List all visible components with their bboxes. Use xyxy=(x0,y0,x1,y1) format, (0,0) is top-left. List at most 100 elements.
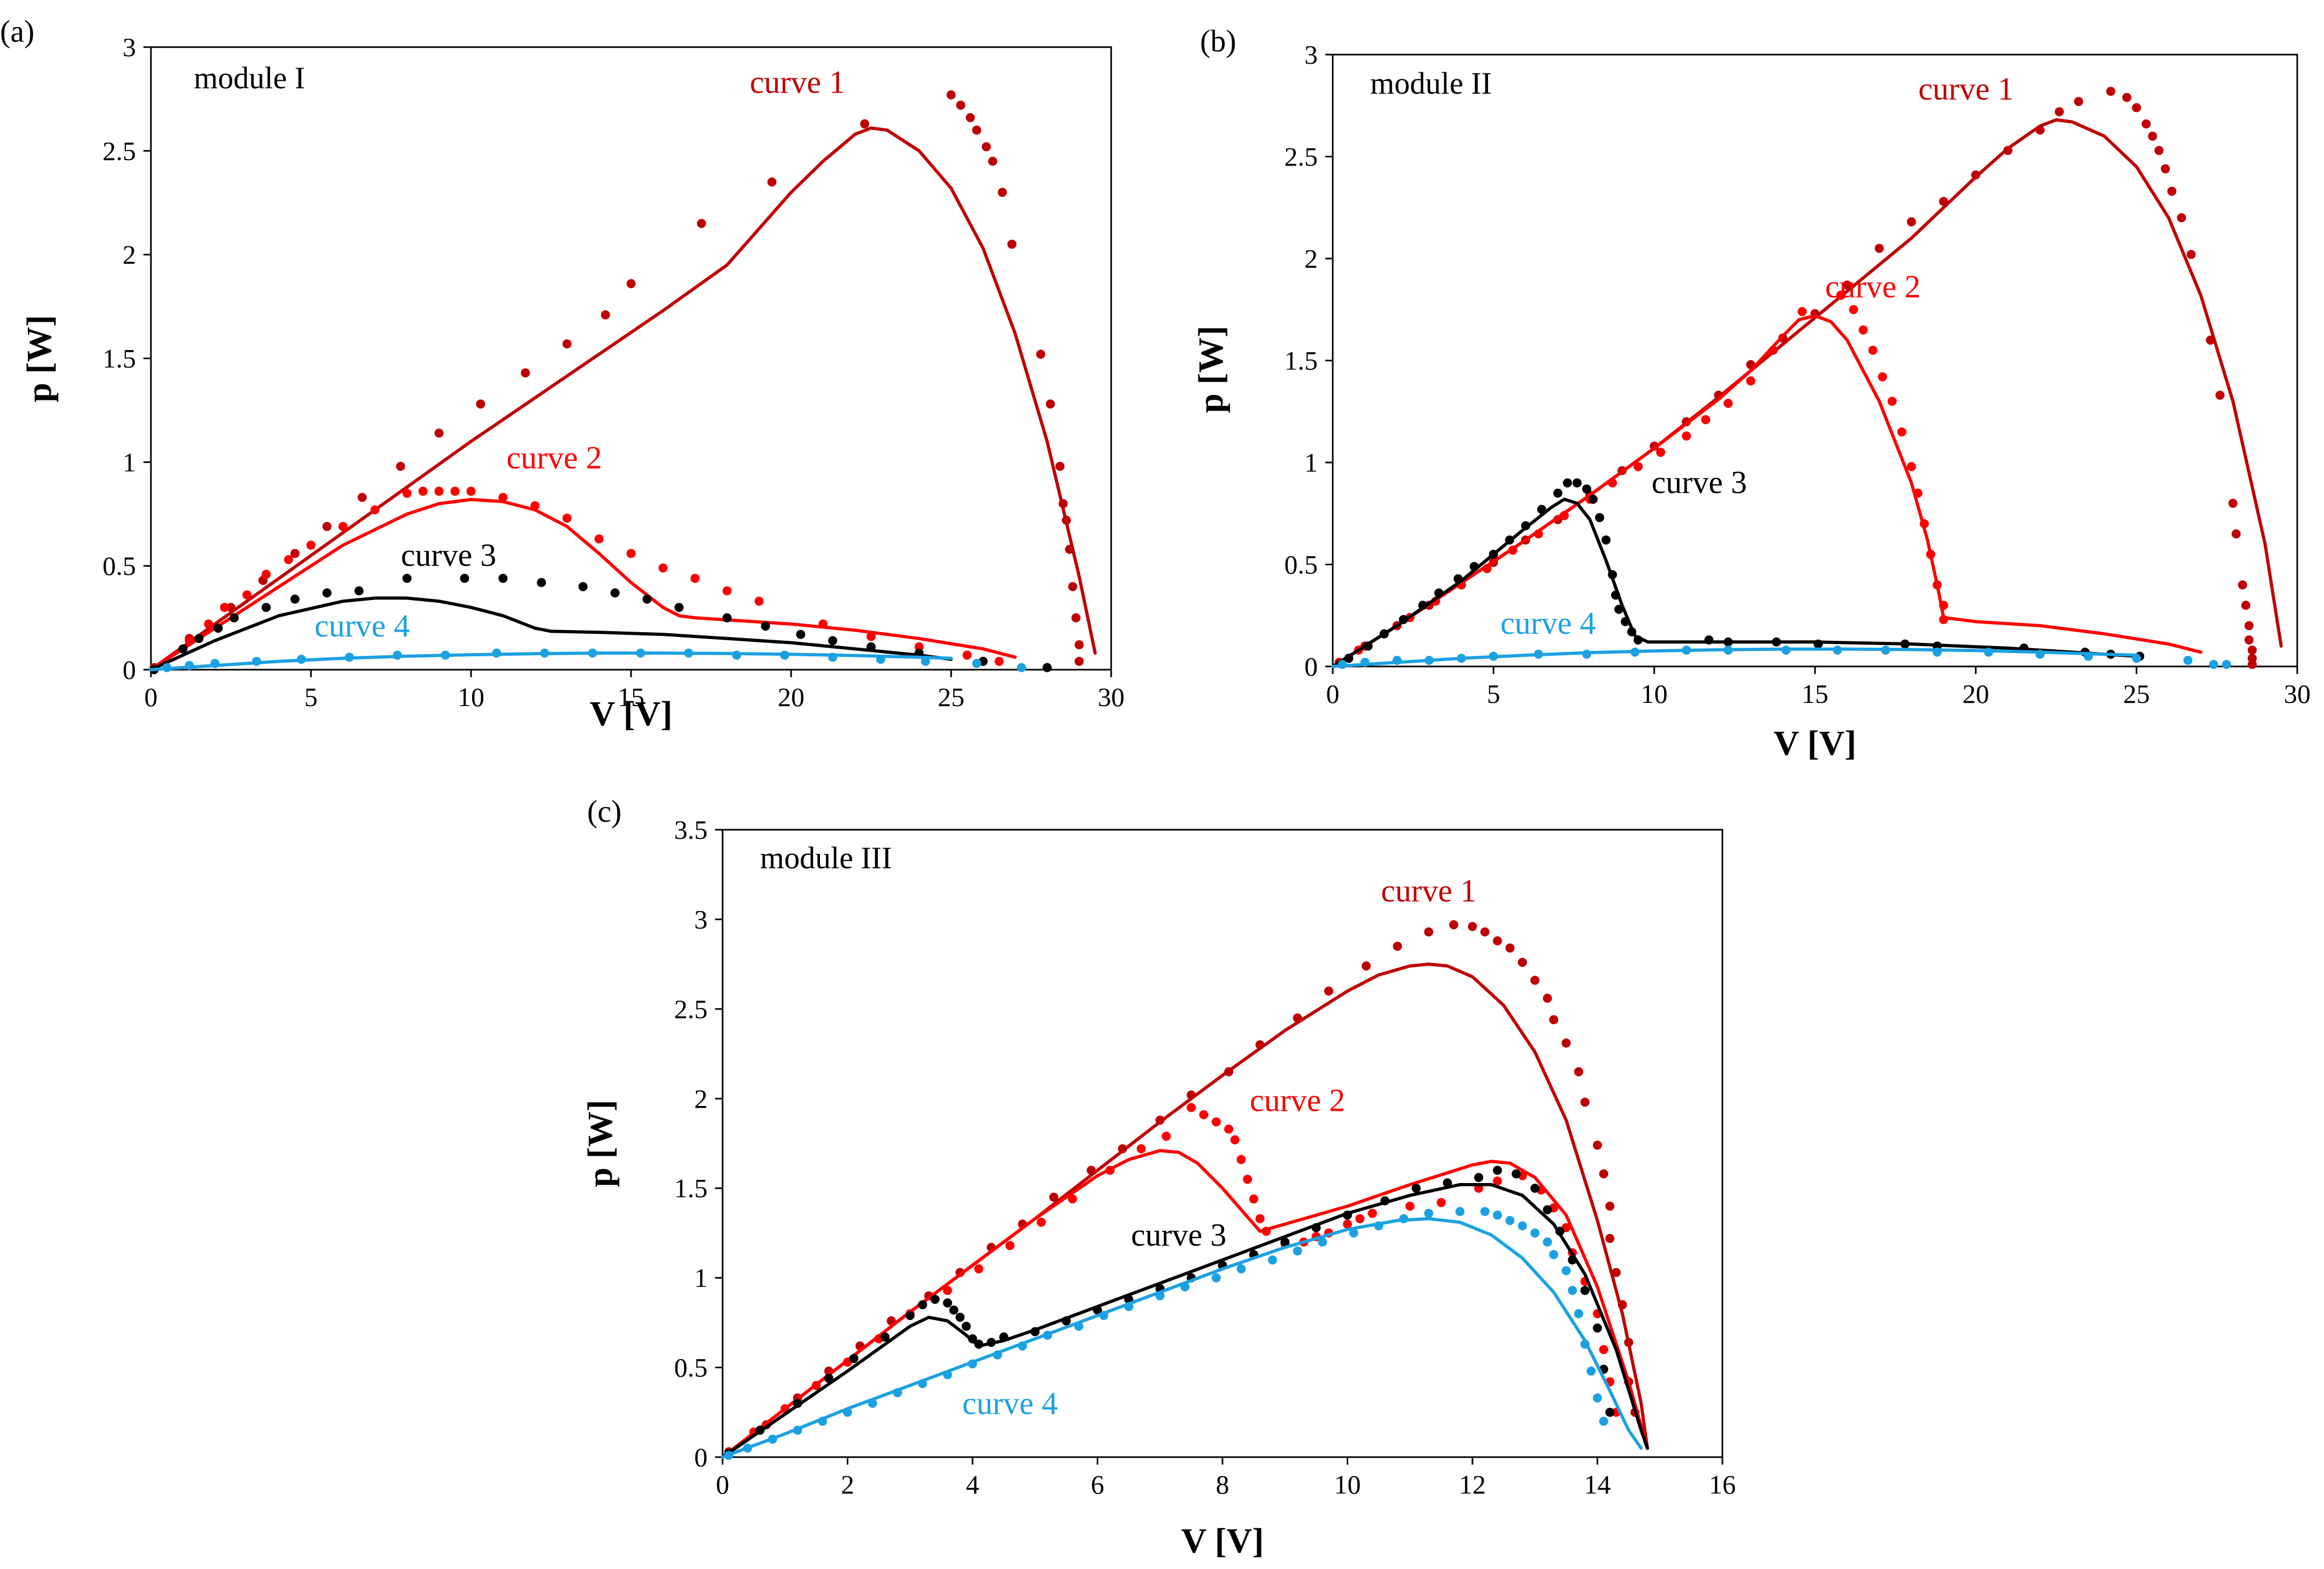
curve-2-data-point xyxy=(818,619,828,629)
curve-3-data-point xyxy=(793,1399,802,1408)
curve-1-data-point xyxy=(860,119,869,128)
curve-2-data-point xyxy=(1939,601,1948,610)
curve-3-data-point xyxy=(1563,478,1572,488)
curve-2-data-point xyxy=(1224,1124,1234,1134)
curve-1-data-point xyxy=(1255,1040,1265,1050)
curve-3-data-point xyxy=(918,1300,928,1309)
panel-c: (c) module III 0 2 4 6 8 10 12 14 16 0 0.5 1 1.5 2 2.… xyxy=(581,794,1736,1560)
plot-area: curve 1 curve 2 curve 3 curve 4 xyxy=(721,873,1649,1460)
curve-1-data-point xyxy=(1187,1090,1196,1100)
x-tick-label: 0 xyxy=(145,682,158,712)
curve-4-data-point xyxy=(943,1370,952,1379)
x-tick-label: 2 xyxy=(841,1469,854,1499)
curve-1-label: curve 1 xyxy=(1381,873,1476,908)
curve-1-data-point xyxy=(2186,249,2196,259)
curve-1-data-point xyxy=(1468,922,1477,931)
curve-4-data-point xyxy=(1593,1393,1602,1403)
curve-2-model-line xyxy=(149,498,1017,671)
curve-3-data-point xyxy=(1521,521,1530,530)
curve-4-data-point xyxy=(1561,1266,1571,1276)
curve-3-data-point xyxy=(537,578,546,587)
curve-2-data-point xyxy=(1211,1117,1221,1127)
curve-3-model-line xyxy=(149,596,953,671)
curve-2-label: curve 2 xyxy=(1250,1083,1345,1118)
curve-3-data-point xyxy=(402,573,412,583)
curve-4-data-point xyxy=(1586,1366,1596,1376)
y-tick-label: 0 xyxy=(1304,651,1318,681)
curve-2-data-point xyxy=(943,1286,952,1295)
curve-1-data-point xyxy=(1939,196,1948,206)
curve-2-data-point xyxy=(498,492,508,502)
curve-2-data-point xyxy=(370,505,380,514)
curve-1-data-point xyxy=(2036,125,2045,135)
curve-3-data-point xyxy=(1611,590,1621,600)
curve-4-data-point xyxy=(1881,646,1890,655)
curve-2-label: curve 2 xyxy=(506,440,602,475)
curve-2-data-point xyxy=(1187,1103,1196,1112)
curve-4-data-point xyxy=(1318,1237,1327,1247)
curve-4-data-point xyxy=(1530,1228,1540,1238)
curve-4-data-point xyxy=(743,1443,753,1453)
curve-2-data-point xyxy=(1836,291,1845,300)
curve-3-data-point xyxy=(230,613,239,623)
curve-2-data-point xyxy=(402,489,412,498)
curve-4-label: curve 4 xyxy=(315,608,410,643)
curve-4-data-point xyxy=(1455,1207,1465,1216)
curve-2-data-point xyxy=(690,573,700,583)
curve-4-data-point xyxy=(1392,656,1402,665)
curve-4-data-point xyxy=(1424,656,1434,665)
x-tick-label: 5 xyxy=(1487,679,1500,709)
y-axis-label: p [W] xyxy=(581,1100,620,1187)
curve-3-data-point xyxy=(949,1305,959,1315)
curve-2-data-point xyxy=(1656,448,1666,457)
curve-2-label: curve 2 xyxy=(1825,269,1920,304)
curve-4-data-point xyxy=(1293,1246,1302,1256)
curve-3-data-point xyxy=(1614,604,1624,614)
curve-1-data-point xyxy=(1007,239,1017,249)
curve-2-data-point xyxy=(1723,399,1733,408)
curve-1-data-point xyxy=(1543,994,1552,1003)
curve-3-data-point xyxy=(1344,654,1354,663)
y-tick-label: 2 xyxy=(694,1083,708,1113)
curve-3-data-point xyxy=(1493,1165,1502,1175)
curve-4-data-point xyxy=(780,650,789,660)
curve-1-data-point xyxy=(521,368,530,378)
y-tick-label: 1.5 xyxy=(1285,346,1318,376)
curve-4-data-point xyxy=(1984,647,1993,657)
x-axis-label: V [V] xyxy=(590,694,673,733)
curve-4-data-point xyxy=(1155,1291,1165,1301)
curve-4-data-point xyxy=(1374,1221,1384,1231)
curve-2-data-point xyxy=(1746,376,1756,386)
curve-1-data-point xyxy=(1293,1013,1302,1023)
y-tick-label: 2 xyxy=(1304,244,1318,274)
curve-3-data-point xyxy=(849,1354,859,1363)
curve-3-data-point xyxy=(1582,484,1591,494)
x-tick-label: 8 xyxy=(1216,1469,1229,1499)
curve-1-data-point xyxy=(697,219,707,228)
curve-3-data-point xyxy=(722,613,732,623)
curve-3-data-point xyxy=(968,1334,977,1344)
x-ticks: 0 5 10 15 20 25 30 xyxy=(145,670,1125,712)
x-tick-label: 12 xyxy=(1459,1469,1486,1499)
curve-4-data-point xyxy=(441,650,450,660)
y-tick-label: 2.5 xyxy=(103,136,136,166)
curve-4-data-point xyxy=(1360,657,1370,667)
curve-1-data-point xyxy=(2244,621,2254,631)
curve-1-data-point xyxy=(1480,927,1490,937)
curve-1-data-point xyxy=(982,142,991,151)
curve-3-data-point xyxy=(1573,478,1582,488)
curve-3-data-point xyxy=(610,588,620,598)
curve-2-data-point xyxy=(594,534,604,544)
curve-1-data-point xyxy=(2132,103,2141,112)
curve-2-data-point xyxy=(962,650,972,660)
curve-4-data-point xyxy=(1267,1255,1277,1265)
curve-4-data-point xyxy=(588,648,597,658)
curve-4-data-point xyxy=(1599,1416,1608,1426)
y-tick-label: 0.5 xyxy=(674,1353,708,1383)
curve-2-data-point xyxy=(1405,1201,1415,1211)
curve-4-data-point xyxy=(818,1416,827,1426)
curve-3-data-point xyxy=(261,603,271,612)
curve-2-data-point xyxy=(974,1264,984,1274)
curve-2-data-point xyxy=(658,563,668,573)
